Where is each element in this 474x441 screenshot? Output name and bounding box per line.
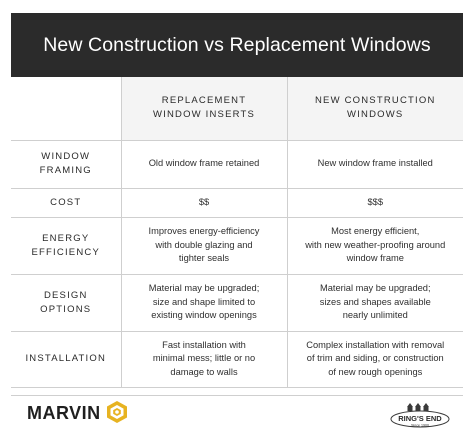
row-label-line: FRAMING xyxy=(39,165,92,176)
cell-replacement: Fast installation with minimal mess; lit… xyxy=(120,330,288,388)
cell-line: Most energy efficient, xyxy=(331,226,420,237)
cell-line: of new rough openings xyxy=(328,366,423,377)
cell-line: tighter seals xyxy=(178,253,230,264)
row-label: INSTALLATION xyxy=(11,330,122,388)
table-row-installation: INSTALLATION Fast installation with mini… xyxy=(11,330,463,388)
table-row-window-framing: WINDOW FRAMING Old window frame retained… xyxy=(11,139,463,189)
cell-line: minimal mess; little or no xyxy=(152,353,256,364)
cell-line: size and shape limited to xyxy=(152,296,256,307)
cell-new-construction: New window frame installed xyxy=(286,139,463,189)
column-header-new-construction: NEW CONSTRUCTION WINDOWS xyxy=(286,77,463,141)
cell-line: with double glazing and xyxy=(155,239,253,250)
cell-replacement: Material may be upgraded; size and shape… xyxy=(120,273,288,332)
cell-line: damage to walls xyxy=(170,366,238,377)
table-row-energy-efficiency: ENERGY EFFICIENCY Improves energy-effici… xyxy=(11,216,463,275)
cell-line: with new weather-proofing around xyxy=(305,239,446,250)
cell-replacement: Old window frame retained xyxy=(120,139,288,189)
row-label-line: COST xyxy=(50,196,82,208)
column-header-replacement: REPLACEMENT WINDOW INSERTS xyxy=(120,77,288,141)
cell-new-construction: $$$ xyxy=(286,187,463,218)
svg-text:RING'S END: RING'S END xyxy=(398,414,442,423)
table-row-cost: COST $$ $$$ xyxy=(11,187,463,218)
cell-line: window frame xyxy=(346,253,404,264)
row-label: WINDOW FRAMING xyxy=(11,139,122,189)
cell-line: Complex installation with removal xyxy=(306,339,445,350)
table-header-row: REPLACEMENT WINDOW INSERTS NEW CONSTRUCT… xyxy=(11,77,463,141)
cell-line: Improves energy-efficiency xyxy=(148,226,260,237)
cell-line: Material may be upgraded; xyxy=(319,283,431,294)
table-row-design-options: DESIGN OPTIONS Material may be upgraded;… xyxy=(11,273,463,332)
comparison-table: REPLACEMENT WINDOW INSERTS NEW CONSTRUCT… xyxy=(11,77,463,388)
svg-text:Since 1900: Since 1900 xyxy=(411,424,429,428)
column-header-line: WINDOW INSERTS xyxy=(152,109,256,121)
marvin-logo-icon xyxy=(107,401,127,423)
column-header-line: REPLACEMENT xyxy=(161,95,247,107)
row-label-line: OPTIONS xyxy=(40,303,92,315)
cell-line: $$$ xyxy=(367,196,383,207)
rings-end-logo: RING'S END Since 1900 xyxy=(390,403,450,428)
cell-line: Fast installation with xyxy=(162,339,246,350)
cell-line: $$ xyxy=(198,196,210,207)
marvin-logo-text: MARVIN xyxy=(27,403,101,423)
cell-line: existing window openings xyxy=(151,310,257,321)
column-header-line: WINDOWS xyxy=(347,109,404,121)
cell-new-construction: Complex installation with removal of tri… xyxy=(286,330,463,388)
cell-line: of trim and siding, or construction xyxy=(306,353,444,364)
page-title: New Construction vs Replacement Windows xyxy=(11,13,463,77)
cell-line: Material may be upgraded; xyxy=(148,283,260,294)
cell-replacement: Improves energy-efficiency with double g… xyxy=(120,216,288,275)
header-corner xyxy=(11,77,122,141)
row-label-line: EFFICIENCY xyxy=(31,246,100,258)
cell-line: nearly unlimited xyxy=(342,310,408,321)
row-label: DESIGN OPTIONS xyxy=(11,273,122,332)
cell-line: sizes and shapes available xyxy=(319,296,431,307)
row-label: ENERGY EFFICIENCY xyxy=(11,216,122,275)
row-label-line: DESIGN xyxy=(43,289,88,301)
cell-line: Old window frame retained xyxy=(148,158,260,169)
cell-replacement: $$ xyxy=(120,187,288,218)
cell-line: New window frame installed xyxy=(317,158,433,169)
footer: MARVIN RING'S END Since 1900 xyxy=(11,395,463,429)
row-label-line: INSTALLATION xyxy=(25,353,107,364)
row-label-line: ENERGY xyxy=(42,232,90,244)
column-header-line: NEW CONSTRUCTION xyxy=(314,95,436,107)
cell-new-construction: Most energy efficient, with new weather-… xyxy=(286,216,463,275)
row-label: COST xyxy=(11,187,122,218)
cell-new-construction: Material may be upgraded; sizes and shap… xyxy=(286,273,463,332)
row-label-line: WINDOW xyxy=(41,151,91,162)
